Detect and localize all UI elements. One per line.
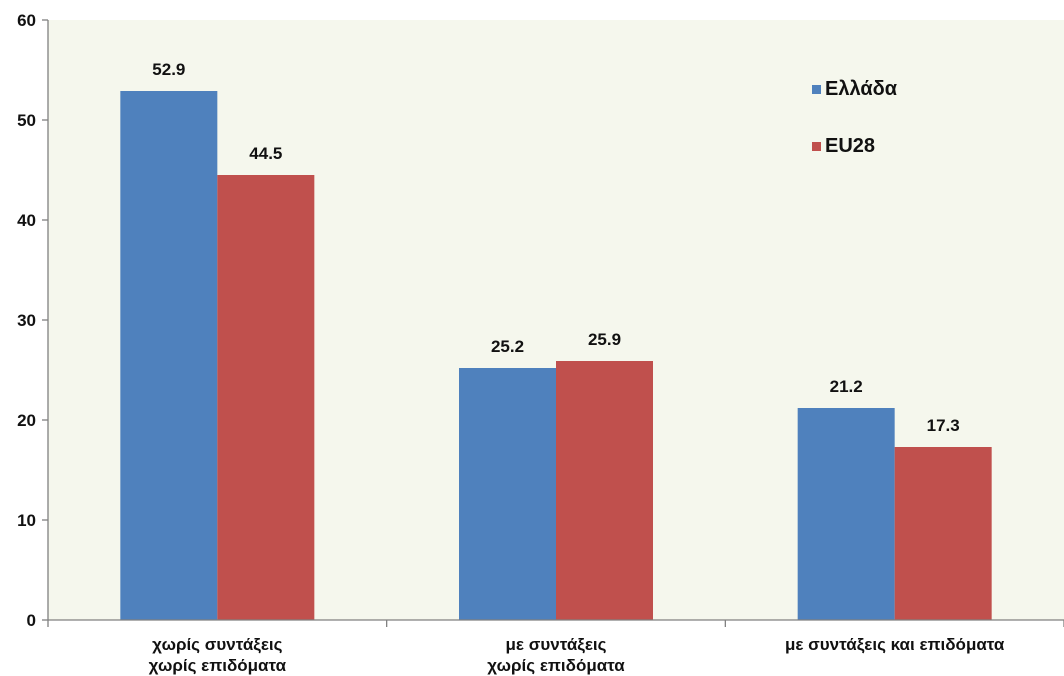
x-category-label: με συντάξεις χωρίς επιδόματα — [487, 635, 625, 675]
bar-ellada-0 — [120, 91, 218, 620]
y-tick-label: 10 — [17, 511, 36, 530]
legend-label: Ελλάδα — [825, 78, 898, 100]
bar-ellada-2 — [797, 408, 895, 620]
x-category-label: χωρίς συντάξεις χωρίς επιδόματα — [149, 635, 287, 675]
bar-ellada-1 — [459, 368, 556, 620]
y-tick-label: 20 — [17, 411, 36, 430]
y-tick-label: 40 — [17, 211, 36, 230]
value-label: 25.9 — [588, 330, 621, 349]
value-label: 25.2 — [491, 337, 524, 356]
y-tick-label: 50 — [17, 111, 36, 130]
value-label: 44.5 — [249, 144, 282, 163]
bar-eu28-0 — [217, 175, 315, 620]
legend-swatch — [812, 142, 821, 151]
bar-eu28-1 — [556, 361, 653, 620]
value-label: 21.2 — [830, 377, 863, 396]
bar-eu28-2 — [894, 447, 992, 620]
axes-layer: 0 10 20 30 40 50 60 χωρίς συντάξεις χωρίς επιδόμ… — [17, 11, 1064, 675]
y-tick-label: 30 — [17, 311, 36, 330]
y-tick-label: 0 — [27, 611, 36, 630]
x-category-label: με συντάξεις και επιδόματα — [785, 635, 1005, 654]
legend-label: EU28 — [825, 135, 875, 157]
value-label: 52.9 — [152, 60, 185, 79]
legend-swatch — [812, 85, 821, 94]
legend: Ελλάδα EU28 — [812, 78, 898, 157]
value-label: 17.3 — [927, 416, 960, 435]
bars-layer — [120, 91, 992, 620]
y-tick-label: 60 — [17, 11, 36, 30]
value-labels-layer: 52.9 44.5 25.2 25.9 21.2 17.3 — [152, 60, 959, 435]
